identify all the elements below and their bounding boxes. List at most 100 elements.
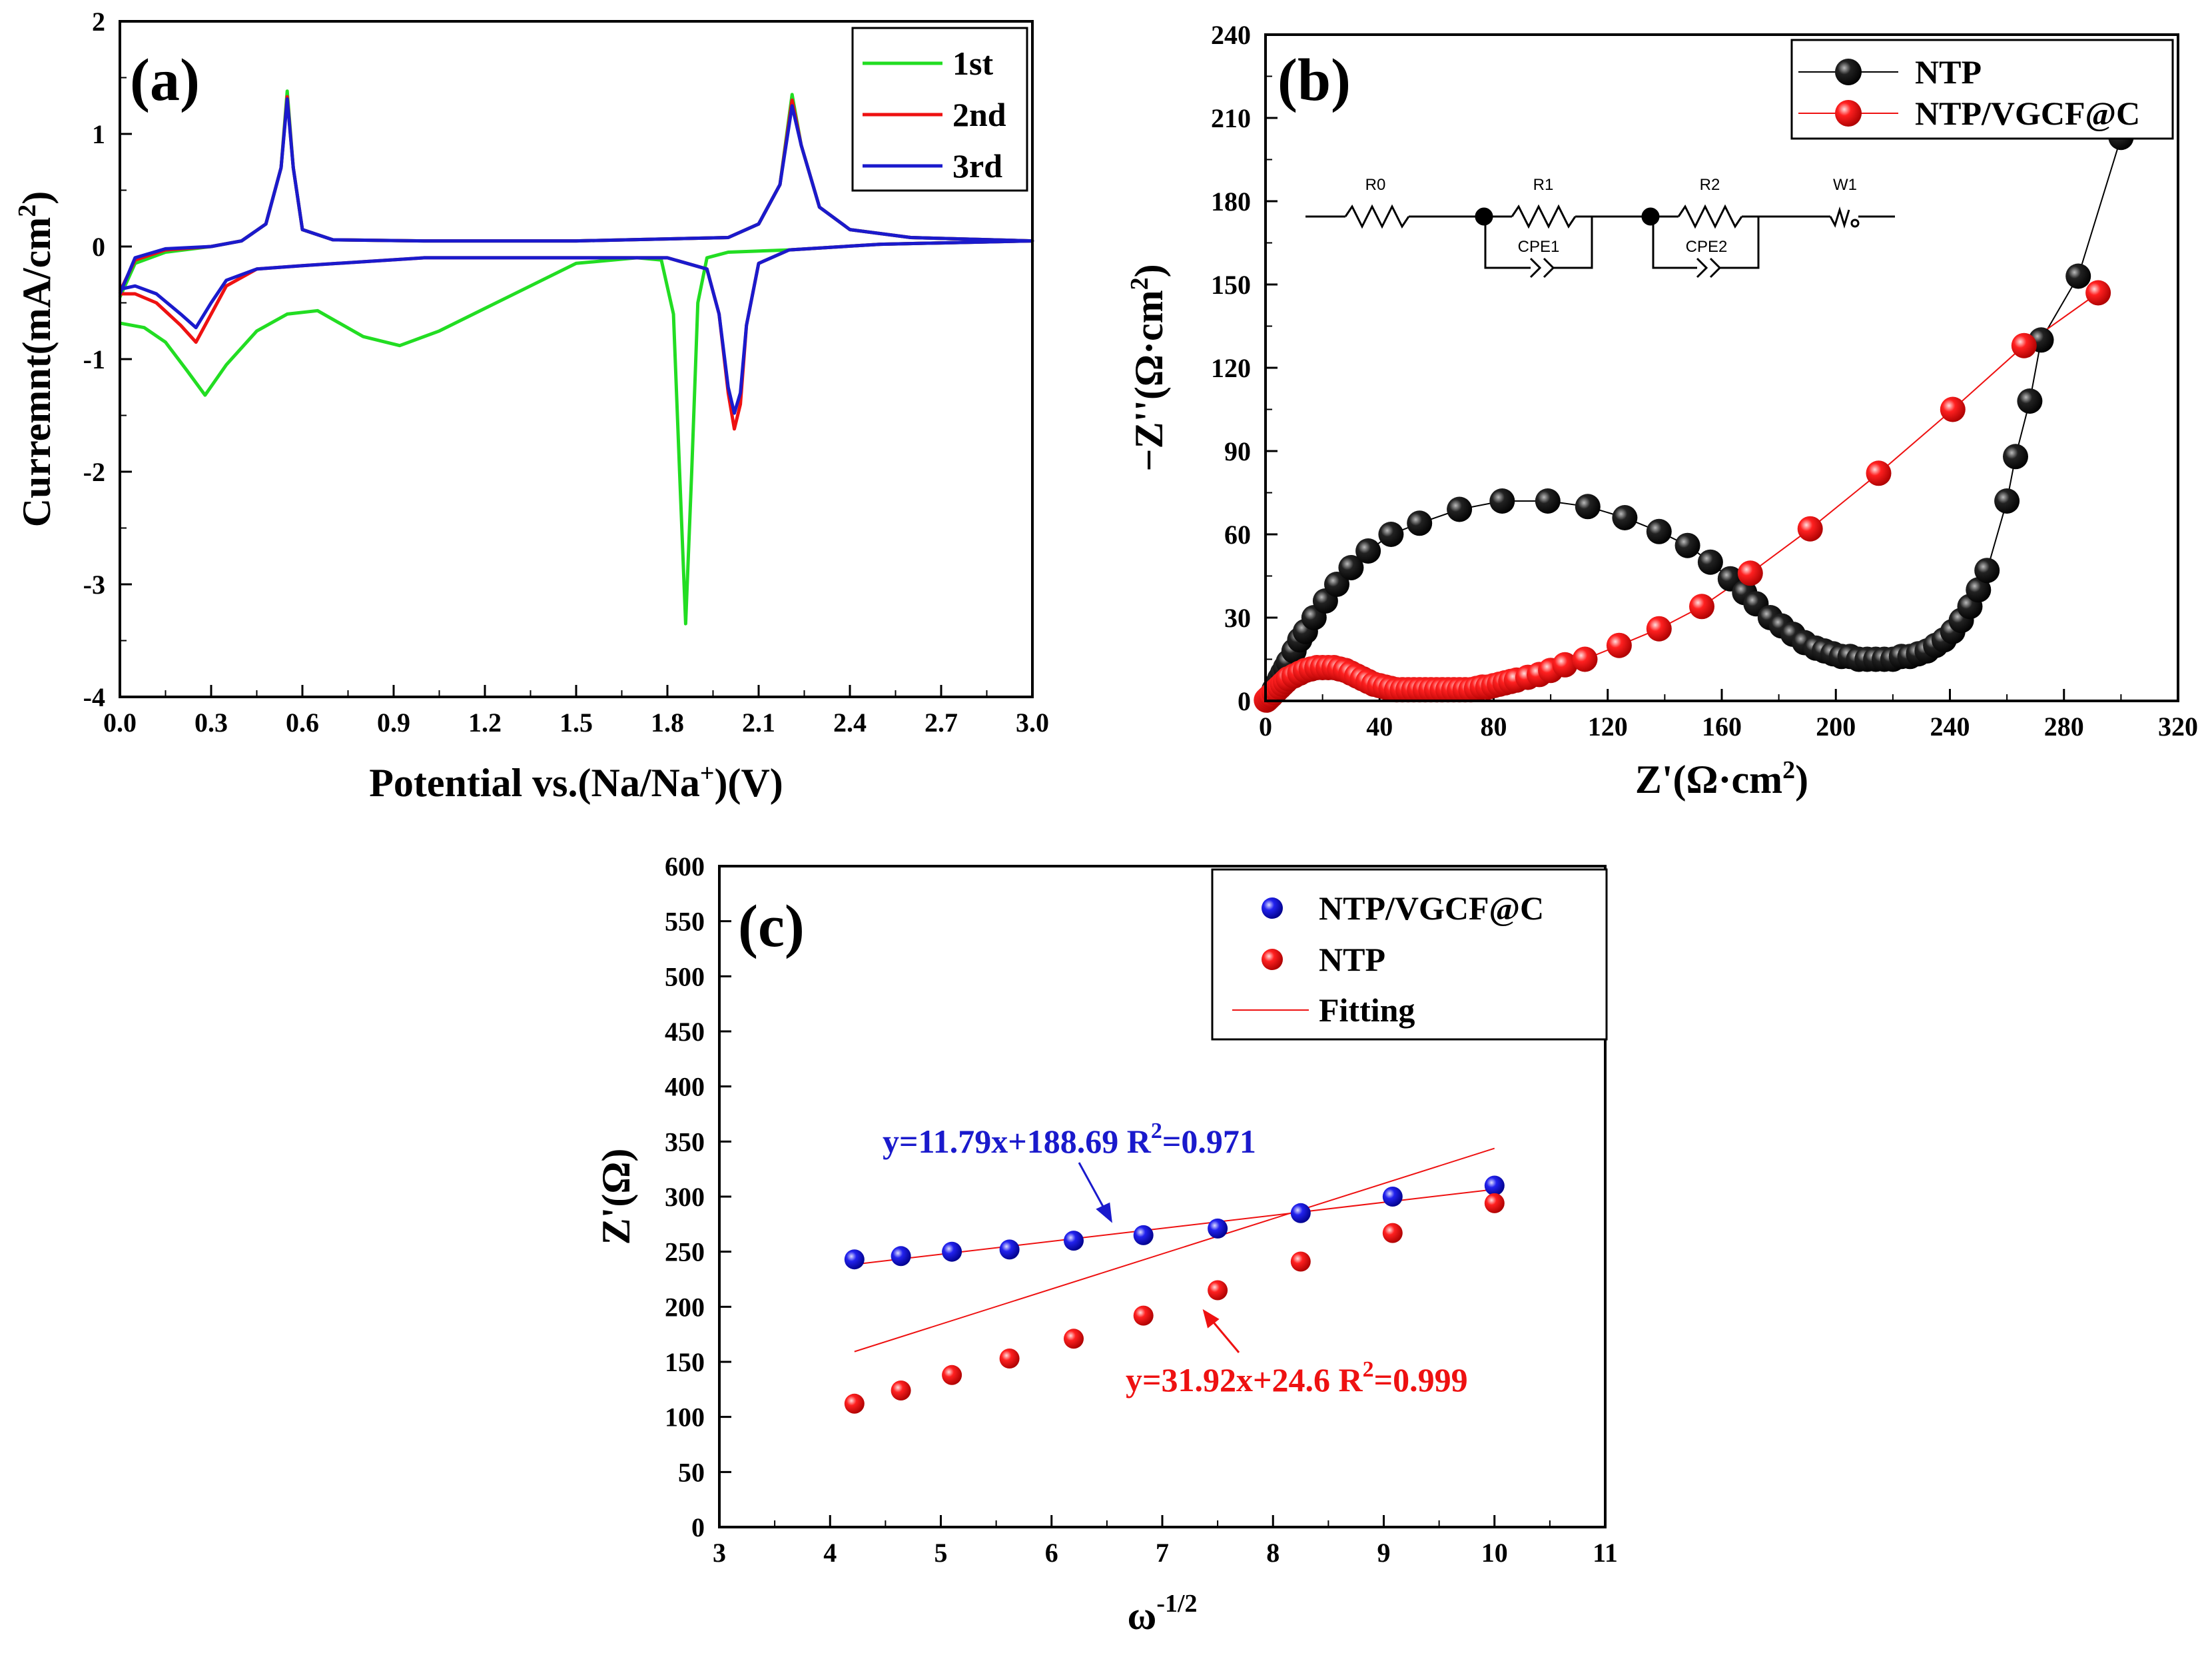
warburg-point-NTP [891,1380,911,1400]
x-tick-label: 200 [1816,712,1856,742]
legend-label-ntp: NTP [1915,53,1982,91]
panel-b-legend: NTP NTP/VGCF@C [1790,39,2174,140]
panel-a-legend-box [851,27,1028,192]
circuit-label-w1: W1 [1833,176,1857,194]
panel-a: 0.0 0.3 0.6 0.9 1.2 1.5 1.8 2.1 2.4 2.7 3.0 -4 -3 -2 -… [13,7,1049,805]
panel-a-label: (a) [130,47,200,113]
panel-c-label: (c) [738,893,805,959]
warburg-point-NTP [999,1349,1020,1369]
panel-b-ylabel: −Z''(Ω·cm2) [1126,264,1171,471]
panel-b-series [1254,125,2134,713]
circuit-label-r0: R0 [1365,176,1386,194]
y-tick-label: 1 [92,119,105,149]
x-tick-label: 3 [713,1538,726,1568]
warburg-point-NTP/VGCF@C [999,1239,1020,1260]
eis-point-NTP [2065,263,2091,289]
eis-point-NTP/VGCF@C [1606,632,1632,658]
y-tick-label: 600 [665,851,705,881]
legend-label-ntp-c: NTP [1319,941,1385,978]
panel-b-legend-box [1790,39,2174,140]
eis-point-NTP [1994,488,2020,514]
y-tick-label: 250 [665,1237,705,1267]
y-tick-label: 100 [665,1402,705,1432]
legend-label-ntp-vgcf: NTP/VGCF@C [1915,95,2140,132]
y-tick-label: 200 [665,1292,705,1322]
eis-point-NTP [1447,496,1473,522]
eis-point-NTP [2003,444,2028,470]
eis-point-NTP [1646,518,1672,544]
panel-b-axes-frame [1264,33,2179,702]
x-tick-label: 1.8 [651,708,684,738]
panel-a-xlabel: Potential vs.(Na/Na+)(V) [369,760,783,805]
y-tick-label: -3 [83,570,105,600]
warburg-point-NTP/VGCF@C [1064,1231,1084,1251]
eis-point-NTP [1966,577,1992,603]
warburg-w1-dot [1850,219,1860,228]
eis-point-NTP/VGCF@C [2011,332,2037,358]
warburg-point-NTP [1064,1329,1084,1349]
y-tick-label: 350 [665,1127,705,1157]
x-tick-label: 1.5 [559,708,593,738]
warburg-point-NTP/VGCF@C [1484,1175,1505,1196]
eis-point-NTP [1407,510,1433,536]
eis-point-NTP/VGCF@C [2085,280,2111,306]
y-tick-label: 150 [665,1347,705,1377]
circuit-wire [1720,217,1760,269]
panel-a-axes-frame [119,20,1034,698]
x-tick-label: 0.6 [286,708,319,738]
y-tick-label: 60 [1224,520,1251,550]
warburg-point-NTP [1133,1305,1154,1326]
arrow-ntp-head [1202,1309,1220,1329]
equation-ntp-vgcf: y=11.79x+188.69 R2=0.971 [883,1119,1256,1160]
legend-marker-ntp-vgcf-c [1262,897,1283,919]
y-tick-label: 30 [1224,603,1251,633]
eis-point-NTP [1674,532,1700,558]
y-tick-label: 400 [665,1072,705,1102]
arrow-ntp-vgcf [1078,1162,1112,1223]
warburg-point-NTP [1290,1251,1311,1272]
resistor-r1 [1511,204,1577,229]
x-tick-label: 240 [1930,712,1970,742]
warburg-point-NTP/VGCF@C [1290,1203,1311,1223]
panel-a-legend: 1st 2nd 3rd [851,27,1028,192]
x-tick-label: 8 [1266,1538,1280,1568]
legend-label-ntp-vgcf-c: NTP/VGCF@C [1319,889,1544,927]
cpe1-symbol [1529,257,1542,278]
x-tick-label: 6 [1045,1538,1058,1568]
y-tick-label: 210 [1211,103,1251,133]
warburg-point-NTP/VGCF@C [1208,1218,1228,1239]
x-tick-label: 4 [823,1538,837,1568]
circuit-wire [1484,217,1519,269]
warburg-point-NTP [1484,1193,1505,1213]
circuit-label-r2: R2 [1700,176,1720,194]
y-tick-label: 300 [665,1182,705,1212]
x-tick-label: 2.7 [924,708,958,738]
x-tick-label: 40 [1366,712,1393,742]
panel-c: 3 4 5 6 7 8 9 10 11 0 50 100 150 200 250 300 350 400 450 50… [594,851,1618,1638]
warburg-point-NTP/VGCF@C [844,1249,865,1270]
fit-line-NTP [854,1147,1495,1353]
eis-point-NTP/VGCF@C [1737,560,1763,586]
y-tick-label: 90 [1224,436,1251,466]
panel-c-ylabel: Z'(Ω) [594,1149,638,1245]
eis-point-NTP/VGCF@C [1572,646,1598,672]
arrow-ntp-vgcf-head [1096,1202,1112,1223]
y-tick-label: 550 [665,907,705,937]
y-tick-label: -1 [83,344,105,374]
eis-point-NTP/VGCF@C [1797,516,1823,542]
warburg-point-NTP [844,1393,865,1414]
y-tick-label: 0 [691,1512,705,1542]
panel-a-ticks: 0.0 0.3 0.6 0.9 1.2 1.5 1.8 2.1 2.4 2.7 3.0 -4 -3 -2 -… [83,7,1049,738]
eis-point-NTP [1355,538,1381,564]
x-tick-label: 80 [1481,712,1507,742]
panel-b-xlabel: Z'(Ω·cm2) [1635,756,1808,802]
x-tick-label: 160 [1702,712,1742,742]
panel-c-legend: NTP/VGCF@C NTP Fitting [1211,868,1608,1041]
legend-label-2nd: 2nd [952,96,1006,133]
y-tick-label: 120 [1211,353,1251,383]
resistor-r0 [1344,204,1410,229]
y-tick-label: 180 [1211,187,1251,217]
circuit-wire [1652,217,1688,269]
circuit-label-cpe1: CPE1 [1518,238,1560,256]
